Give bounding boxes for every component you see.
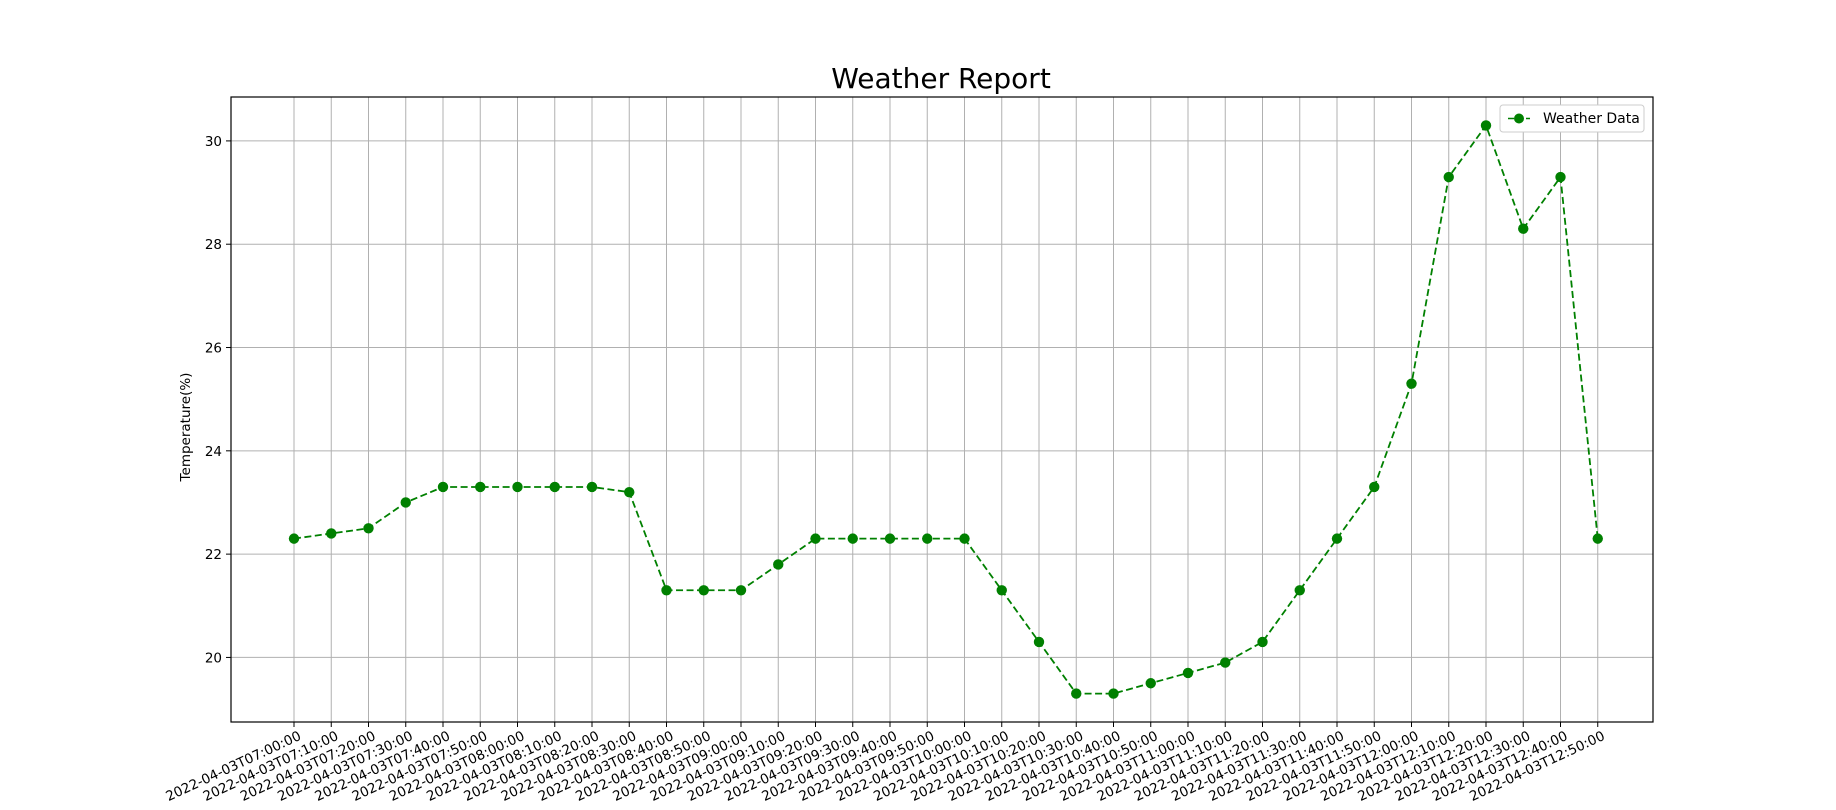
data-point xyxy=(884,533,896,544)
data-point xyxy=(1406,378,1417,389)
data-point xyxy=(1369,481,1380,493)
data-point xyxy=(996,585,1007,596)
y-tick-label: 28 xyxy=(205,237,222,253)
data-point xyxy=(1518,223,1529,234)
data-point xyxy=(1257,636,1268,648)
data-point xyxy=(1182,667,1194,679)
legend-box xyxy=(1499,104,1645,133)
data-point xyxy=(1145,678,1156,689)
y-tick-label: 22 xyxy=(205,547,222,563)
y-tick-label: 30 xyxy=(205,134,222,150)
legend-label: Weather Data xyxy=(1543,111,1640,127)
data-point xyxy=(661,585,672,596)
data-point xyxy=(1220,657,1231,668)
data-point xyxy=(810,533,821,544)
legend-marker-swatch xyxy=(1514,113,1524,124)
data-point xyxy=(549,481,560,493)
data-point xyxy=(1294,585,1305,596)
data-point xyxy=(512,481,523,493)
chart-title: Weather Report xyxy=(831,62,1051,95)
data-point xyxy=(363,523,374,534)
data-point xyxy=(959,533,970,544)
data-point xyxy=(586,481,598,493)
data-point xyxy=(922,533,933,544)
data-point xyxy=(1033,636,1045,648)
data-point xyxy=(735,585,747,596)
data-point xyxy=(326,528,337,539)
data-point xyxy=(1331,533,1343,544)
data-point xyxy=(773,559,784,570)
data-point xyxy=(1555,171,1566,183)
data-point xyxy=(1071,688,1082,699)
data-point xyxy=(698,585,709,596)
y-axis-label: Temperature(%) xyxy=(178,373,194,483)
y-tick-label: 26 xyxy=(205,341,222,357)
series-weather-data xyxy=(288,120,1603,699)
y-tick-label: 20 xyxy=(205,650,222,666)
data-point xyxy=(1480,120,1492,131)
series-line-weather-data xyxy=(293,123,1599,695)
data-point xyxy=(288,533,300,544)
plot-area-frame xyxy=(230,96,1654,723)
data-point xyxy=(475,481,486,493)
data-point xyxy=(437,481,449,493)
y-tick-label: 24 xyxy=(205,444,222,460)
axis-ticks: 2022-04-03T07:00:002022-04-03T07:10:0020… xyxy=(163,134,1607,805)
data-point xyxy=(1443,171,1454,183)
data-point xyxy=(1592,533,1603,544)
data-point xyxy=(847,533,858,544)
data-point xyxy=(624,486,635,498)
grid-lines xyxy=(231,97,1653,722)
data-point xyxy=(400,497,411,508)
data-point xyxy=(1108,688,1119,699)
legend: Weather Data xyxy=(1499,104,1645,133)
